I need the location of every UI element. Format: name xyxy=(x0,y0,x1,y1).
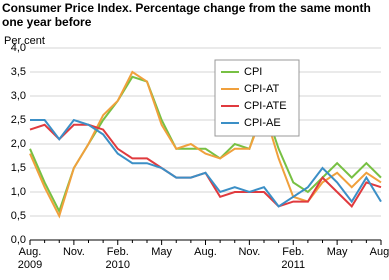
y-tick-label: 0,5 xyxy=(11,210,26,222)
x-tick-label: Aug. xyxy=(194,246,217,258)
x-tick-label: May xyxy=(327,246,348,258)
y-tick-label: 2,5 xyxy=(11,114,26,126)
y-tick-label: 3,0 xyxy=(11,90,26,102)
y-tick-label: 3,5 xyxy=(11,66,26,78)
y-tick-label: 2,0 xyxy=(11,138,26,150)
legend-label: CPI-AE xyxy=(244,117,281,129)
legend-label: CPI-ATE xyxy=(244,100,287,112)
y-tick-label: 1,0 xyxy=(11,186,26,198)
y-tick-label: 0,0 xyxy=(11,234,26,246)
x-tick-label: Aug. 2009 xyxy=(18,246,42,271)
chart-title: Consumer Price Index. Percentage change … xyxy=(2,1,371,29)
legend-label: CPI xyxy=(244,66,262,78)
y-tick-label: 4,0 xyxy=(11,42,26,54)
legend-label: CPI-AT xyxy=(244,83,280,95)
x-tick-label: Nov. xyxy=(63,246,85,258)
x-tick-label: Aug. xyxy=(370,246,389,258)
x-tick-label: Feb. 2011 xyxy=(281,246,305,271)
y-axis-label: Per cent xyxy=(4,35,45,47)
series-line xyxy=(29,123,382,208)
x-tick-label: Nov. xyxy=(238,246,260,258)
series-line xyxy=(29,70,382,219)
x-tick-label: May xyxy=(151,246,172,258)
y-tick-label: 1,5 xyxy=(11,162,26,174)
x-tick-label: Feb. 2010 xyxy=(106,246,130,271)
series-line xyxy=(30,118,382,208)
